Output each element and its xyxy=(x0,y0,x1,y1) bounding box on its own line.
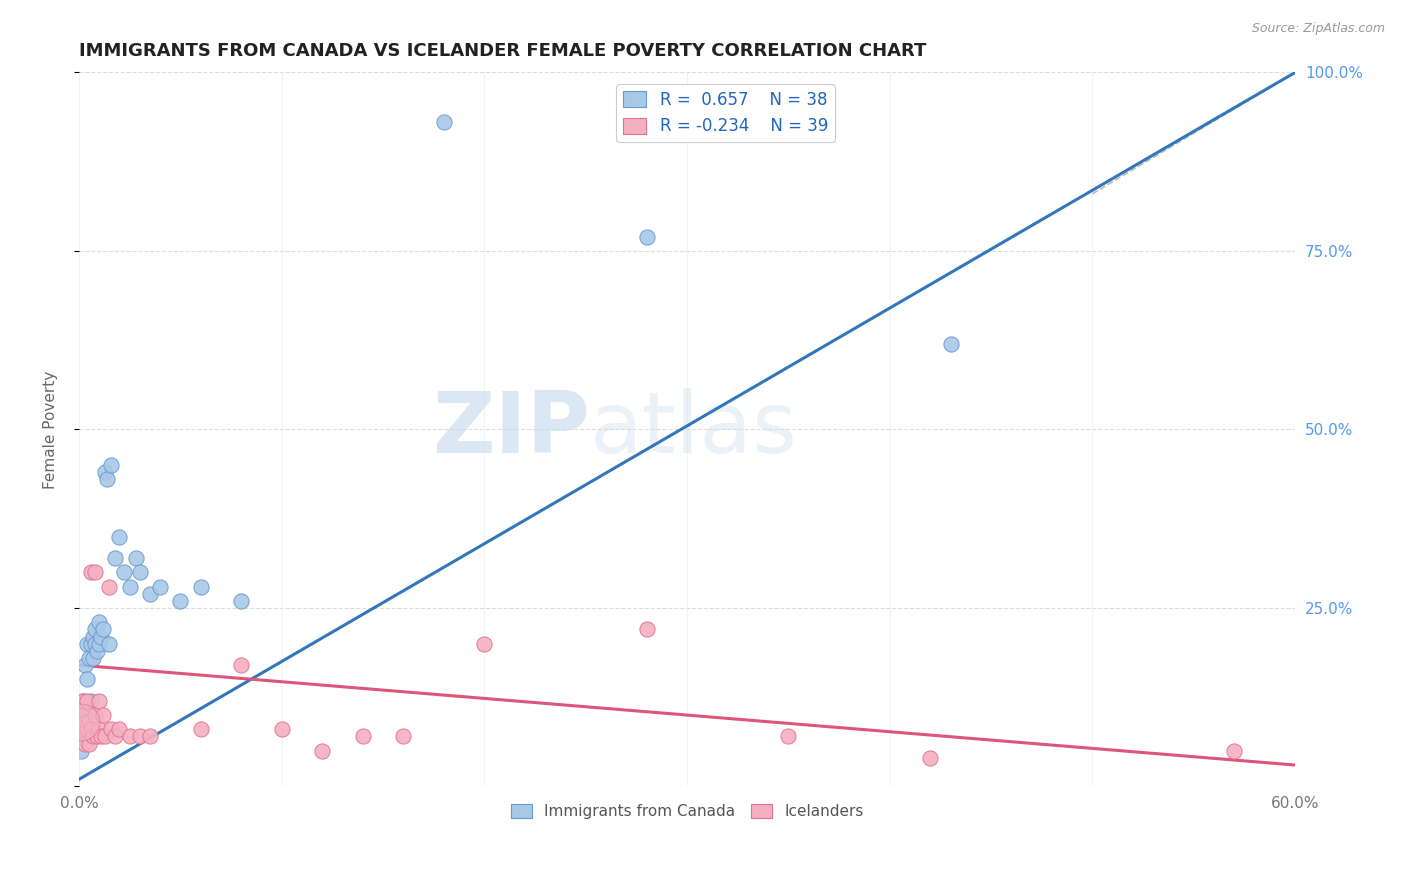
Point xyxy=(352,730,374,744)
Point xyxy=(77,651,100,665)
Text: ZIP: ZIP xyxy=(432,388,589,471)
Point xyxy=(190,580,212,594)
Point xyxy=(270,723,292,737)
Point xyxy=(104,551,127,566)
Point xyxy=(72,723,94,737)
Point xyxy=(104,730,127,744)
Point xyxy=(229,658,252,673)
Point xyxy=(939,336,962,351)
Point xyxy=(91,708,114,723)
Point xyxy=(98,637,121,651)
Point xyxy=(70,730,93,744)
Point xyxy=(76,694,98,708)
Point xyxy=(433,115,456,129)
Point xyxy=(73,708,96,723)
Point xyxy=(190,723,212,737)
Point xyxy=(139,587,162,601)
Point xyxy=(82,630,104,644)
Legend: Immigrants from Canada, Icelanders: Immigrants from Canada, Icelanders xyxy=(505,797,870,825)
Point xyxy=(72,723,94,737)
Point xyxy=(90,730,112,744)
Point xyxy=(169,594,191,608)
Point xyxy=(80,566,103,580)
Point xyxy=(77,715,100,730)
Point xyxy=(636,229,658,244)
Point xyxy=(94,465,117,479)
Point xyxy=(128,566,150,580)
Point xyxy=(76,673,98,687)
Point xyxy=(139,730,162,744)
Point xyxy=(76,637,98,651)
Point xyxy=(84,637,107,651)
Point xyxy=(86,644,108,658)
Point xyxy=(108,723,131,737)
Point xyxy=(920,751,942,765)
Point xyxy=(392,730,415,744)
Point xyxy=(84,566,107,580)
Point xyxy=(80,723,103,737)
Point xyxy=(118,580,141,594)
Point xyxy=(778,730,800,744)
Point xyxy=(89,637,111,651)
Point xyxy=(72,694,94,708)
Point xyxy=(80,637,103,651)
Point xyxy=(1223,744,1246,758)
Point xyxy=(636,623,658,637)
Point xyxy=(82,651,104,665)
Point xyxy=(89,694,111,708)
Point xyxy=(100,458,122,472)
Point xyxy=(229,594,252,608)
Point xyxy=(94,730,117,744)
Point xyxy=(73,658,96,673)
Text: IMMIGRANTS FROM CANADA VS ICELANDER FEMALE POVERTY CORRELATION CHART: IMMIGRANTS FROM CANADA VS ICELANDER FEMA… xyxy=(79,42,927,60)
Point xyxy=(77,737,100,751)
Point xyxy=(86,730,108,744)
Point xyxy=(128,730,150,744)
Point xyxy=(96,472,118,486)
Point xyxy=(89,723,111,737)
Point xyxy=(311,744,333,758)
Point xyxy=(112,566,135,580)
Point xyxy=(76,723,98,737)
Point xyxy=(73,715,96,730)
Y-axis label: Female Poverty: Female Poverty xyxy=(44,370,58,489)
Point xyxy=(118,730,141,744)
Point xyxy=(84,623,107,637)
Point xyxy=(125,551,148,566)
Point xyxy=(472,637,495,651)
Point xyxy=(108,530,131,544)
Point xyxy=(89,615,111,630)
Point xyxy=(82,730,104,744)
Point xyxy=(84,708,107,723)
Text: Source: ZipAtlas.com: Source: ZipAtlas.com xyxy=(1251,22,1385,36)
Point xyxy=(98,580,121,594)
Point xyxy=(149,580,172,594)
Point xyxy=(91,623,114,637)
Point xyxy=(70,744,93,758)
Point xyxy=(70,708,93,723)
Point xyxy=(100,723,122,737)
Text: atlas: atlas xyxy=(589,388,797,471)
Point xyxy=(72,694,94,708)
Point xyxy=(77,708,100,723)
Point xyxy=(80,694,103,708)
Point xyxy=(73,737,96,751)
Point xyxy=(90,630,112,644)
Point xyxy=(70,715,93,730)
